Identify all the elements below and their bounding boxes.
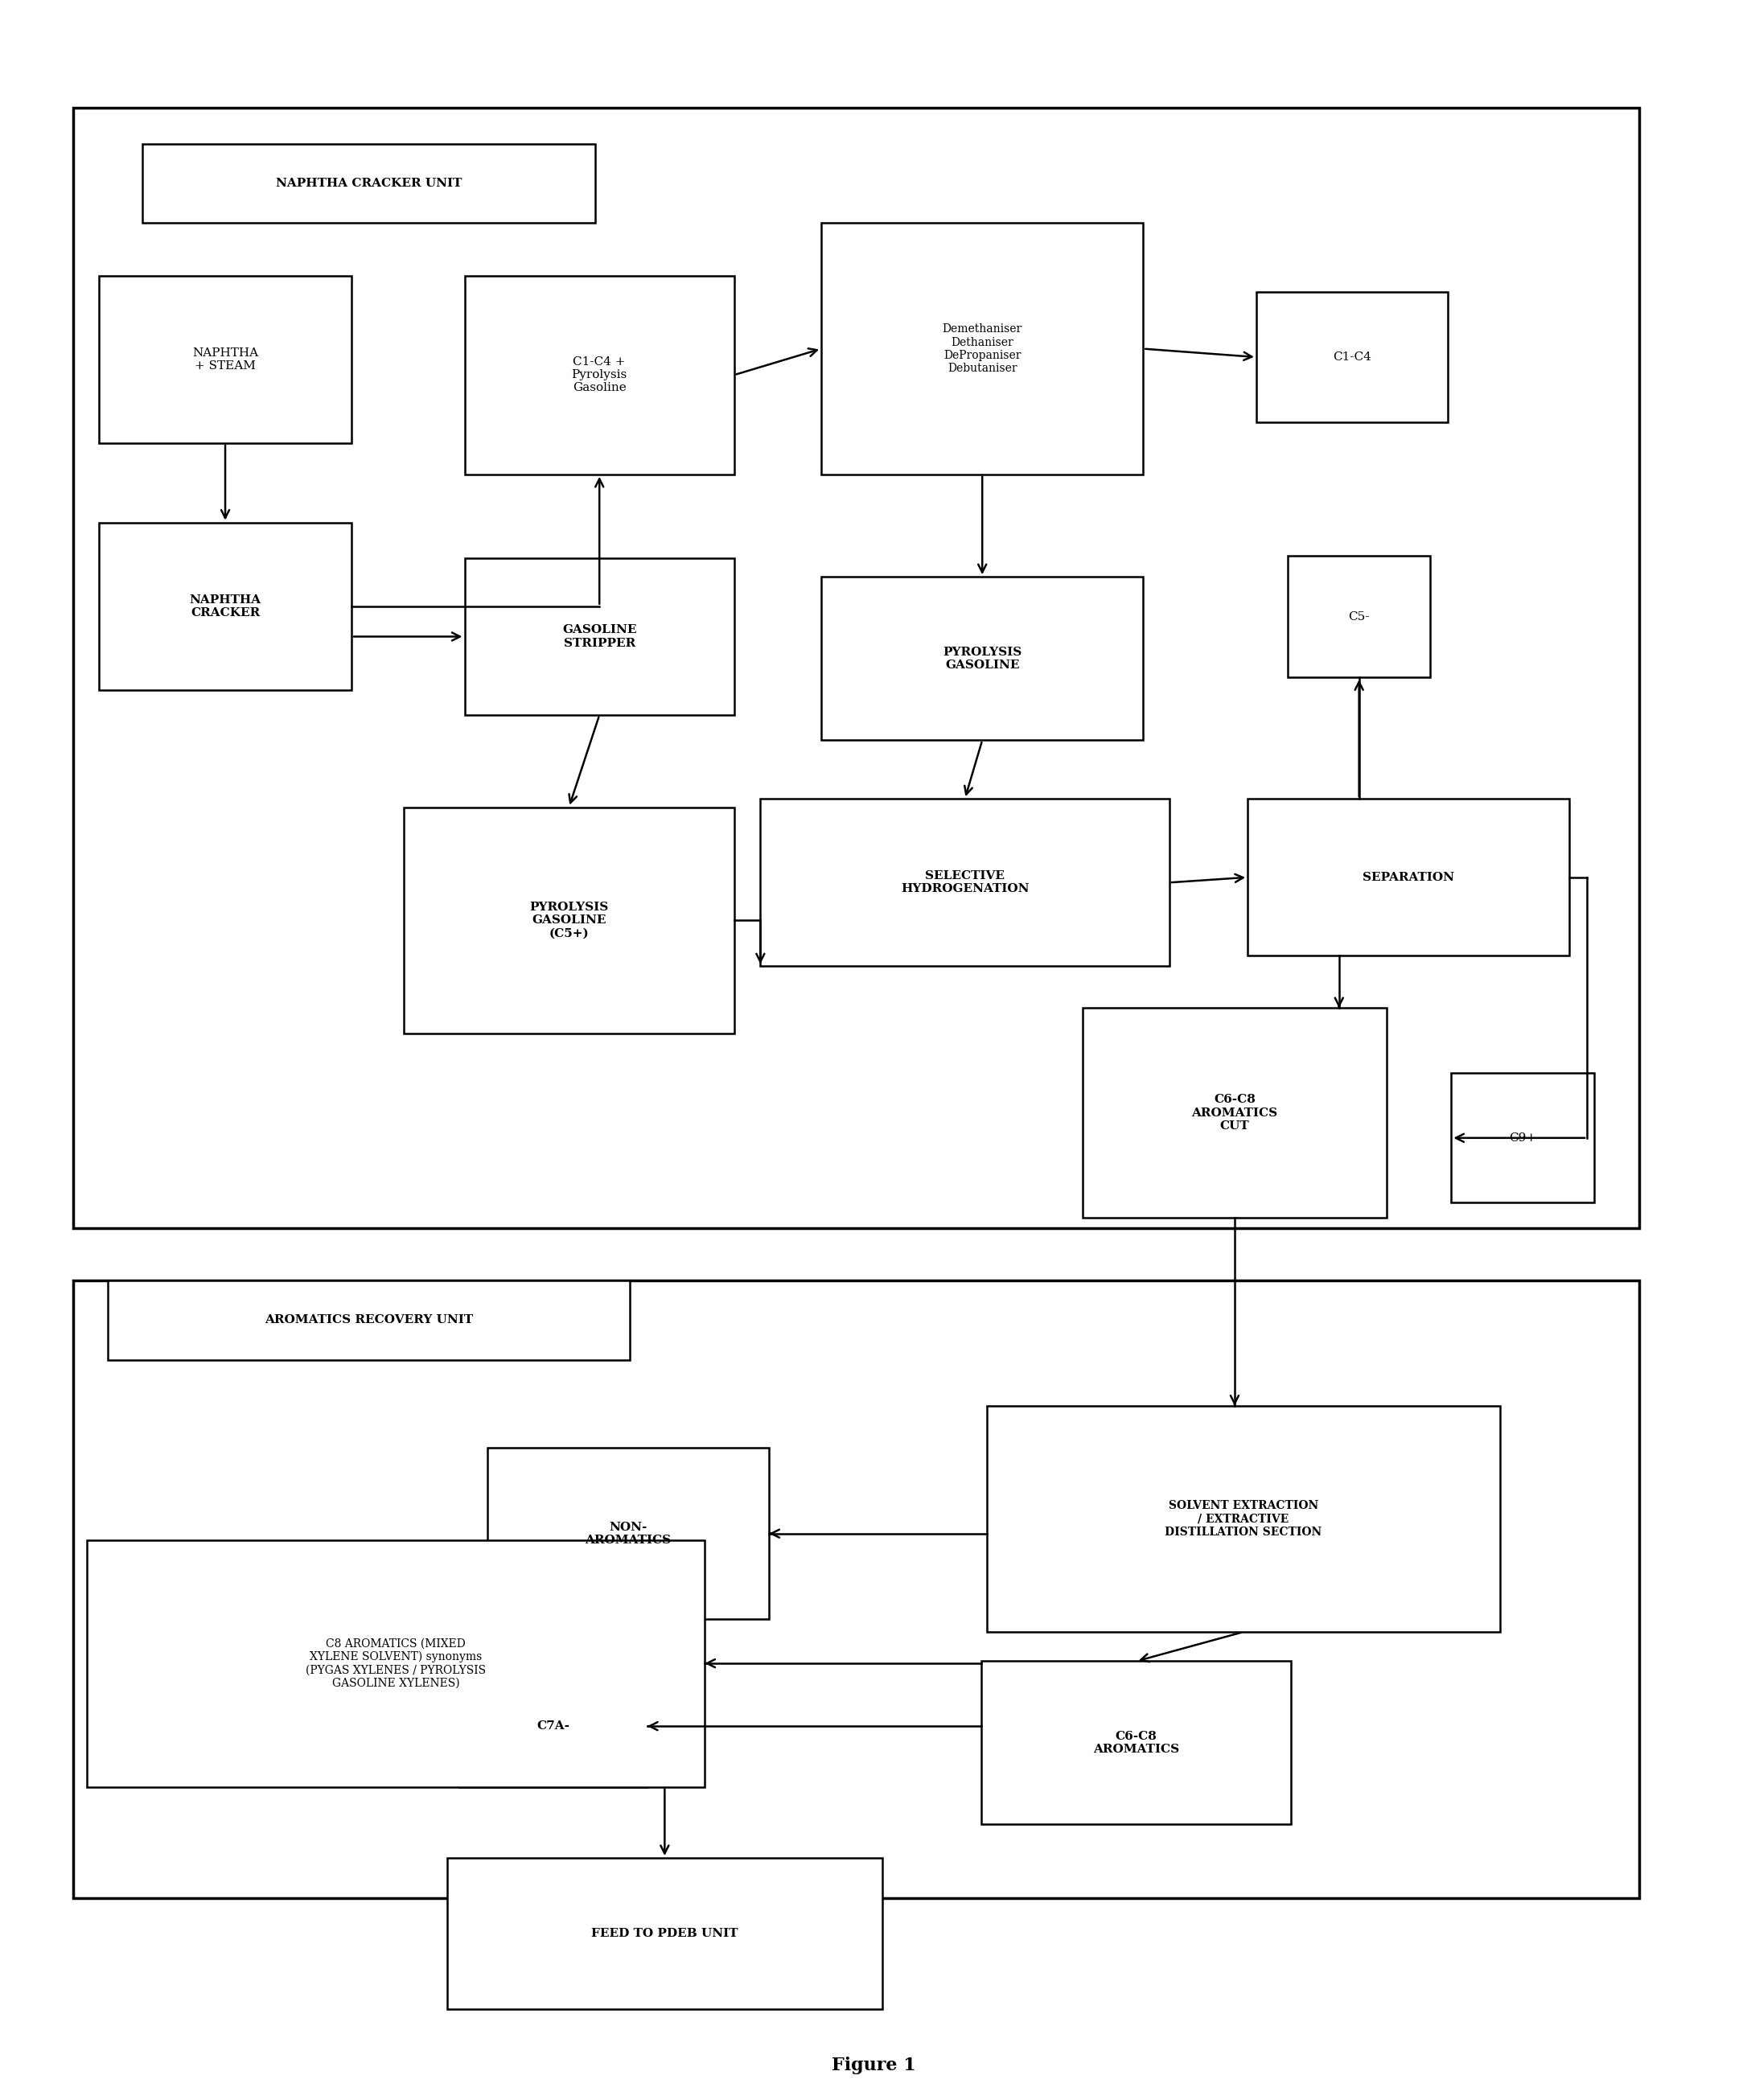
Text: SELECTIVE
HYDROGENATION: SELECTIVE HYDROGENATION [901,869,1029,895]
Text: C1-C4: C1-C4 [1333,351,1371,363]
Text: NON-
AROMATICS: NON- AROMATICS [585,1520,671,1546]
FancyBboxPatch shape [1288,556,1431,678]
FancyBboxPatch shape [404,806,734,1033]
Text: C7A-: C7A- [536,1720,570,1732]
FancyBboxPatch shape [465,275,734,475]
Text: SOLVENT EXTRACTION
/ EXTRACTIVE
DISTILLATION SECTION: SOLVENT EXTRACTION / EXTRACTIVE DISTILLA… [1165,1499,1322,1537]
FancyBboxPatch shape [447,1858,882,2010]
FancyBboxPatch shape [982,1661,1291,1825]
Text: NAPHTHA CRACKER UNIT: NAPHTHA CRACKER UNIT [276,178,461,189]
FancyBboxPatch shape [1247,798,1569,956]
FancyBboxPatch shape [821,578,1143,739]
Text: Figure 1: Figure 1 [832,2056,915,2075]
FancyBboxPatch shape [459,1665,646,1787]
Text: C9+: C9+ [1509,1132,1536,1144]
FancyBboxPatch shape [100,275,351,443]
FancyBboxPatch shape [100,523,351,691]
Text: FEED TO PDEB UNIT: FEED TO PDEB UNIT [590,1928,737,1938]
FancyBboxPatch shape [821,223,1143,475]
Text: C6-C8
AROMATICS
CUT: C6-C8 AROMATICS CUT [1191,1094,1277,1132]
Text: NAPHTHA
CRACKER: NAPHTHA CRACKER [189,594,260,617]
FancyBboxPatch shape [108,1281,631,1361]
FancyBboxPatch shape [1452,1073,1593,1203]
Text: C8 AROMATICS (MIXED
XYLENE SOLVENT) synonyms
(PYGAS XYLENES / PYROLYSIS
GASOLINE: C8 AROMATICS (MIXED XYLENE SOLVENT) syno… [306,1638,486,1688]
Text: SEPARATION: SEPARATION [1363,872,1455,882]
FancyBboxPatch shape [87,1539,704,1787]
Text: PYROLYSIS
GASOLINE: PYROLYSIS GASOLINE [943,647,1022,670]
Text: NAPHTHA
+ STEAM: NAPHTHA + STEAM [192,346,259,372]
FancyBboxPatch shape [143,143,596,223]
FancyBboxPatch shape [1256,292,1448,422]
Text: GASOLINE
STRIPPER: GASOLINE STRIPPER [563,624,636,649]
Text: AROMATICS RECOVERY UNIT: AROMATICS RECOVERY UNIT [264,1315,473,1325]
FancyBboxPatch shape [487,1447,769,1619]
Text: Demethaniser
Dethaniser
DePropaniser
Debutaniser: Demethaniser Dethaniser DePropaniser Deb… [942,323,1022,374]
FancyBboxPatch shape [987,1405,1501,1632]
FancyBboxPatch shape [465,559,734,716]
Text: C6-C8
AROMATICS: C6-C8 AROMATICS [1094,1730,1179,1756]
FancyBboxPatch shape [760,798,1169,966]
Text: C5-: C5- [1349,611,1370,622]
Text: C1-C4 +
Pyrolysis
Gasoline: C1-C4 + Pyrolysis Gasoline [571,357,627,393]
FancyBboxPatch shape [1083,1008,1387,1218]
Text: PYROLYSIS
GASOLINE
(C5+): PYROLYSIS GASOLINE (C5+) [529,901,608,939]
